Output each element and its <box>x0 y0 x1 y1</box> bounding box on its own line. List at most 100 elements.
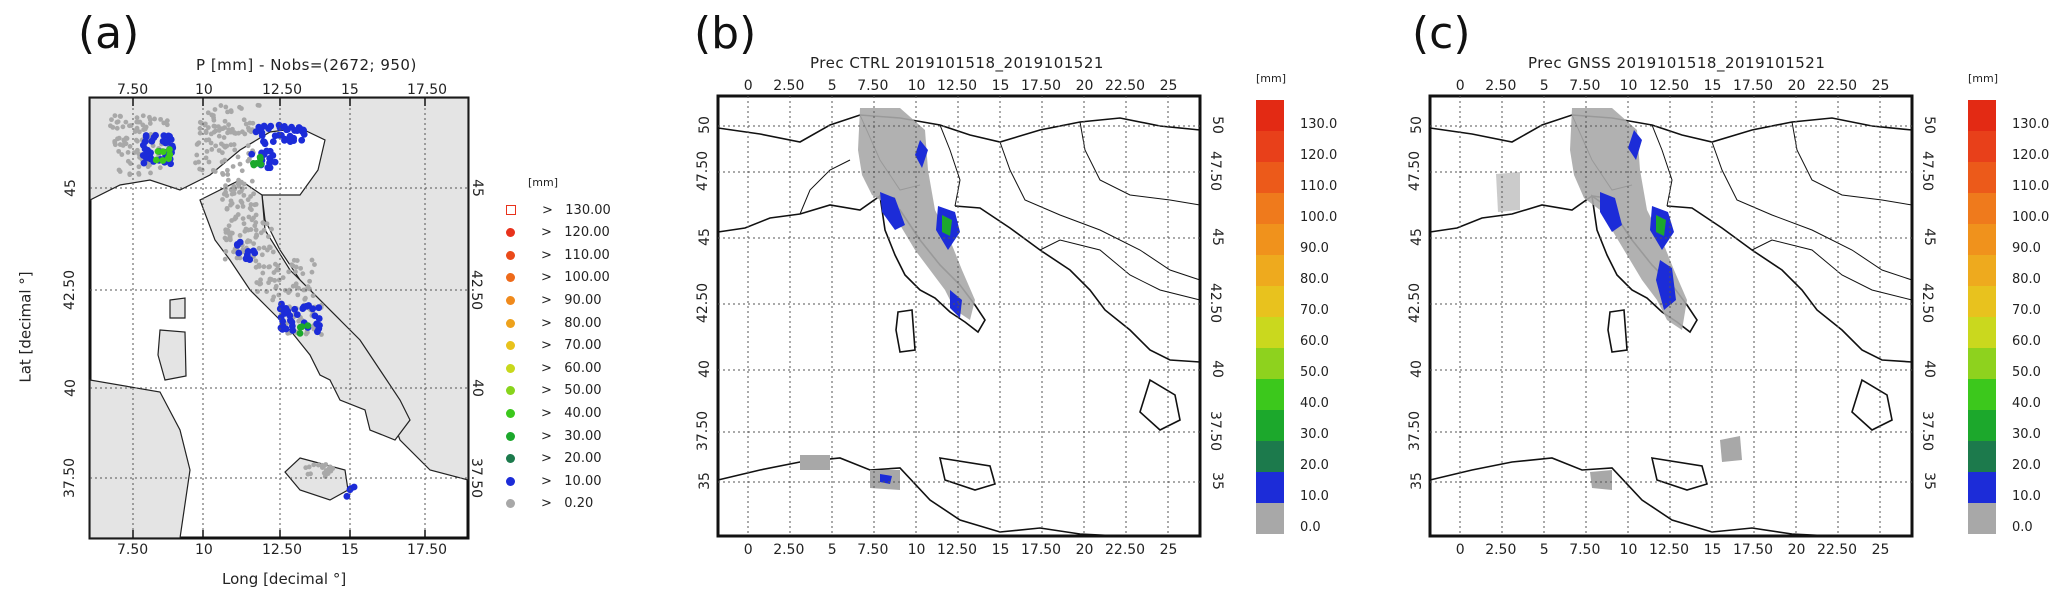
x-tick-label: 0 <box>1455 542 1465 558</box>
legend-label: > 0.20 <box>541 496 594 512</box>
colorbar-label: 100.0 <box>1300 210 1338 226</box>
obs-dot <box>244 248 252 255</box>
obs-dot <box>235 154 241 160</box>
legend-label: > 70.00 <box>541 338 602 354</box>
obs-dot <box>295 124 303 131</box>
obs-dot <box>232 147 238 153</box>
obs-dot <box>266 157 274 165</box>
obs-dot <box>224 205 230 211</box>
colorbar-segment <box>1256 410 1284 441</box>
x-tick-label: 20 <box>1075 78 1094 94</box>
obs-dot <box>228 187 234 193</box>
obs-dot <box>223 183 228 189</box>
x-tick-label: 20 <box>1075 542 1094 558</box>
obs-dot <box>294 258 300 263</box>
colorbar-label: 130.0 <box>2012 117 2050 133</box>
obs-dot <box>212 123 218 129</box>
obs-dot <box>228 142 234 148</box>
obs-dot <box>123 119 129 125</box>
obs-dot <box>230 164 236 169</box>
legend-item-a: > 110.00 <box>506 245 610 265</box>
obs-dot <box>296 329 304 337</box>
obs-dot <box>119 152 125 157</box>
obs-dot <box>248 202 254 207</box>
x-tick-label: 25 <box>1871 78 1890 94</box>
legend-marker-icon <box>506 431 515 441</box>
obs-dot <box>242 131 248 137</box>
obs-dot <box>253 201 259 207</box>
obs-dot <box>222 157 228 163</box>
obs-dot <box>256 245 262 251</box>
obs-dot <box>115 136 120 142</box>
obs-dot <box>206 159 212 165</box>
legend-item-a: > 90.00 <box>506 290 602 310</box>
obs-dot <box>134 125 140 131</box>
obs-dot <box>231 249 236 255</box>
colorbar-segment <box>1256 255 1284 286</box>
x-tick-label: 17.50 <box>1021 78 1062 94</box>
obs-dot <box>267 245 273 251</box>
y-tick-label: 35 <box>1920 472 1937 490</box>
obs-dot <box>287 287 292 293</box>
obs-dot <box>237 104 242 110</box>
x-tick-label: 2.50 <box>1485 78 1517 94</box>
obs-dot <box>222 118 228 124</box>
obs-dot <box>116 148 122 154</box>
colorbar-segment <box>1256 503 1284 534</box>
obs-dot <box>253 212 259 218</box>
obs-dot <box>196 159 202 165</box>
obs-dot <box>272 278 278 283</box>
legend-item-a: > 10.00 <box>506 471 602 491</box>
x-tick-label: 22.50 <box>1105 78 1146 94</box>
obs-dot <box>212 107 218 112</box>
obs-dot <box>248 227 254 232</box>
obs-dot <box>236 177 241 183</box>
y-tick-label: 50 <box>1920 116 1937 134</box>
colorbar-label: 20.0 <box>1300 458 1329 474</box>
x-tick-label: 5 <box>827 542 837 558</box>
colorbar-segment <box>1256 131 1284 162</box>
colorbar-label: 80.0 <box>2012 272 2041 288</box>
legend-unit-a: [mm] <box>528 176 559 189</box>
y-tick-label: 42.50 <box>1407 282 1424 324</box>
colorbar-segment <box>1968 348 1996 379</box>
x-tick-label: 25 <box>1159 78 1178 94</box>
obs-dot <box>290 263 296 269</box>
obs-dot <box>117 113 123 119</box>
obs-dot <box>309 257 315 263</box>
obs-dot <box>315 304 323 312</box>
x-tick-bot-a-1: 10 <box>195 542 213 558</box>
x-tick-label: 12.50 <box>937 78 978 94</box>
obs-dot <box>273 283 279 289</box>
obs-dot <box>142 133 150 141</box>
legend-marker-icon <box>506 499 515 509</box>
x-tick-label: 17.50 <box>1021 542 1062 558</box>
legend-marker-icon <box>506 228 515 238</box>
grid-b <box>718 96 1200 536</box>
obs-dot <box>258 132 266 139</box>
colorbar-label: 40.0 <box>2012 396 2041 412</box>
panel-letter-a: (a) <box>78 8 140 59</box>
obs-dot <box>279 322 287 330</box>
obs-dot <box>269 152 277 159</box>
obs-dot <box>203 155 209 161</box>
obs-dot <box>224 167 230 173</box>
obs-dot <box>271 294 277 300</box>
obs-dot <box>220 126 226 131</box>
obs-dot <box>309 305 317 313</box>
obs-dot <box>159 157 167 164</box>
obs-dot <box>245 143 251 149</box>
legend-item-a: > 0.20 <box>506 494 593 514</box>
x-tick-top-a-2: 12.50 <box>262 82 303 98</box>
obs-dot <box>241 221 247 227</box>
panel-title-a: P [mm] - Nobs=(2672; 950) <box>196 56 417 74</box>
y-tick-label: 40 <box>1408 360 1425 378</box>
obs-dot <box>240 186 245 192</box>
x-tick-label: 25 <box>1159 542 1178 558</box>
colorbar-label: 90.0 <box>1300 241 1329 257</box>
colorbar-label: 70.0 <box>1300 303 1329 319</box>
colorbar-label: 30.0 <box>1300 427 1329 443</box>
obs-dot <box>246 125 251 131</box>
coastline-b <box>717 114 1201 537</box>
